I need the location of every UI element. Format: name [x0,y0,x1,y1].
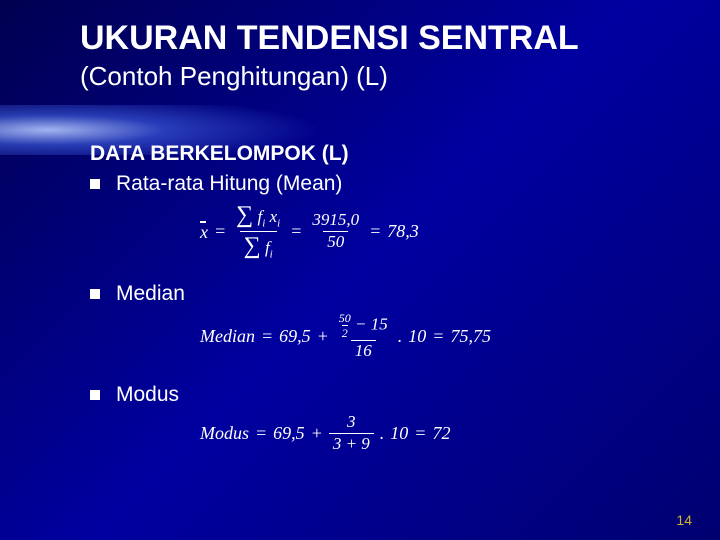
mean-numerator: 3915,0 [308,211,363,231]
modus-label: Modus [200,423,249,444]
slide-content: UKURAN TENDENSI SENTRAL (Contoh Penghitu… [0,0,720,495]
median-label: Median [200,326,255,347]
modus-lower: 69,5 [273,423,305,444]
mean-result: 78,3 [387,221,419,242]
slide-subtitle: (Contoh Penghitungan) (L) [80,61,680,92]
formula-median: Median = 69,5 + 50 2 − 15 16 . 10 = 75,7… [200,312,680,361]
bullet-icon [90,390,100,400]
modus-width: 10 [390,423,408,444]
bullet-icon [90,179,100,189]
formula-mean: x = ∑ fi xi ∑ fi = 3915,0 50 = 78,3 [200,202,680,260]
median-result: 75,75 [450,326,491,347]
bullet-icon [90,289,100,299]
bullet-modus: Modus [90,383,680,407]
formula-modus: Modus = 69,5 + 3 3 + 9 . 10 = 72 [200,413,680,453]
bullet-median: Median [90,282,680,306]
bullet-mean-label: Rata-rata Hitung (Mean) [116,172,342,196]
bullet-mean: Rata-rata Hitung (Mean) [90,172,680,196]
median-width: 10 [408,326,426,347]
section-header: DATA BERKELOMPOK (L) [90,142,680,166]
bullet-modus-label: Modus [116,383,179,407]
bullet-median-label: Median [116,282,185,306]
mean-denominator: 50 [323,231,348,252]
slide-title: UKURAN TENDENSI SENTRAL [80,20,680,57]
modus-result: 72 [432,423,450,444]
median-lower: 69,5 [279,326,311,347]
page-number: 14 [676,512,692,528]
